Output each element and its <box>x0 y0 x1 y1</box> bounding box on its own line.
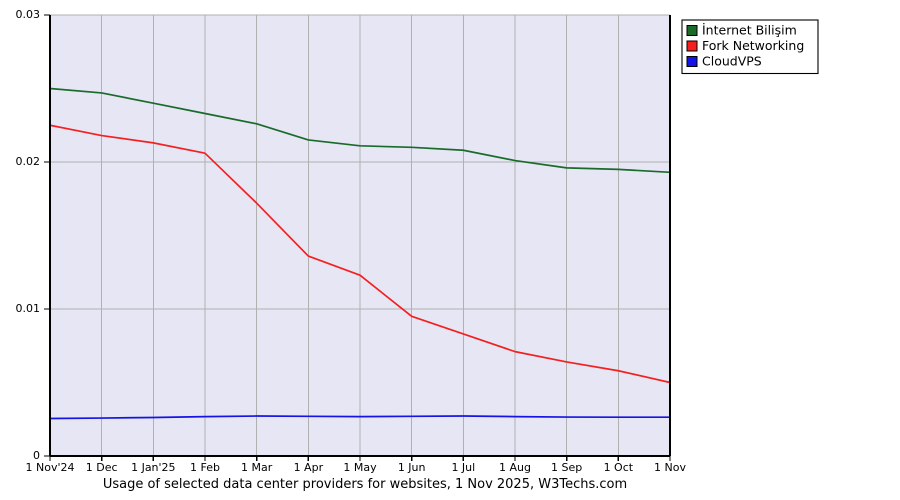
y-tick-label: 0 <box>33 449 40 462</box>
legend-label-1: Fork Networking <box>702 38 804 53</box>
series-line-2 <box>49 415 671 420</box>
x-tick-label: 1 Mar <box>241 461 273 474</box>
x-axis-ticks: 1 Nov'24 1 Dec 1 Jan'25 1 Feb 1 Mar 1 Apr 1 Ma… <box>26 456 686 474</box>
legend-swatch-0 <box>686 25 698 36</box>
x-tick-label: 1 Feb <box>190 461 220 474</box>
y-tick-label: 0.02 <box>16 155 41 168</box>
x-gridlines <box>101 15 671 456</box>
x-tick-label: 1 Nov <box>654 461 686 474</box>
x-tick-label: 1 Sep <box>551 461 582 474</box>
legend-label-2: CloudVPS <box>702 54 762 69</box>
legend-box <box>681 19 819 75</box>
x-tick-label: 1 May <box>343 461 377 474</box>
x-tick-label: 1 Aug <box>499 461 531 474</box>
series-lines <box>49 87 671 420</box>
legend-label-0: İnternet Bilişim <box>702 23 797 38</box>
legend-swatch-1 <box>686 40 698 52</box>
legend-swatch-2 <box>686 56 698 67</box>
x-tick-label: 1 Oct <box>604 461 634 474</box>
x-tick-label: 1 Jan'25 <box>131 461 175 474</box>
x-tick-label: 1 Jun <box>398 461 426 474</box>
x-tick-label: 1 Jul <box>451 461 475 474</box>
x-tick-label: 1 Apr <box>294 461 324 474</box>
y-tick-label: 0.03 <box>16 8 41 21</box>
y-tick-label: 0.01 <box>16 302 41 315</box>
plot-area <box>49 14 671 456</box>
x-tick-label: 1 Dec <box>86 461 118 474</box>
chart-caption: Usage of selected data center providers … <box>103 477 627 492</box>
y-axis-ticks: 0 0.01 0.02 0.03 <box>16 8 50 462</box>
series-line-1 <box>49 124 671 384</box>
x-tick-label: 1 Nov'24 <box>26 461 75 474</box>
series-line-0 <box>49 87 671 174</box>
